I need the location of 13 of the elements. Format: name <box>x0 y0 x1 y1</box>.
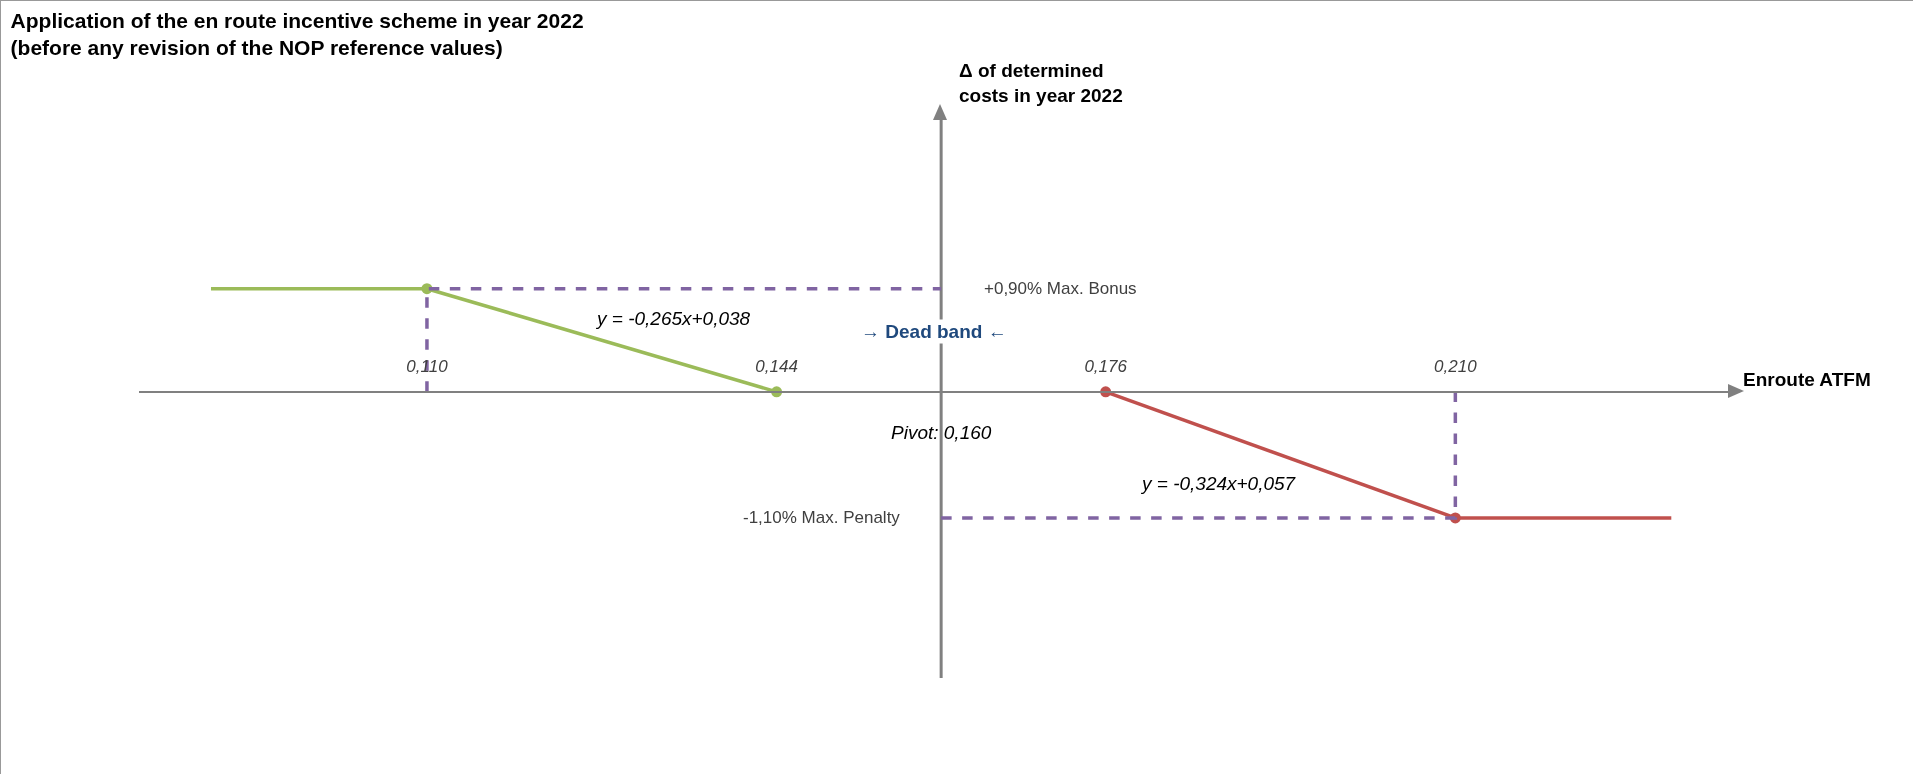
x-tick-label: 0,144 <box>755 357 798 377</box>
annotation: y = -0,324x+0,057 <box>1140 473 1297 494</box>
annotation: +0,90% Max. Bonus <box>984 279 1137 298</box>
annotation: -1,10% Max. Penalty <box>743 508 901 527</box>
annotation: y = -0,265x+0,038 <box>595 308 751 329</box>
chart-title: Application of the en route incentive scheme in year 2022 (before any revision of the NOP reference values) <box>10 9 584 60</box>
x-tick-label: 0,110 <box>406 357 449 377</box>
annotation: → Dead band ← <box>861 321 1007 342</box>
x-tick-label: 0,176 <box>1084 357 1128 377</box>
x-axis-title: Enroute ATFM <box>1743 369 1871 390</box>
text: Δ of determined costs in year 2022 <box>959 60 1123 106</box>
ref-line-label: Pivot: 0,160 <box>891 422 992 443</box>
x-tick-label: 0,210 <box>1434 357 1478 377</box>
